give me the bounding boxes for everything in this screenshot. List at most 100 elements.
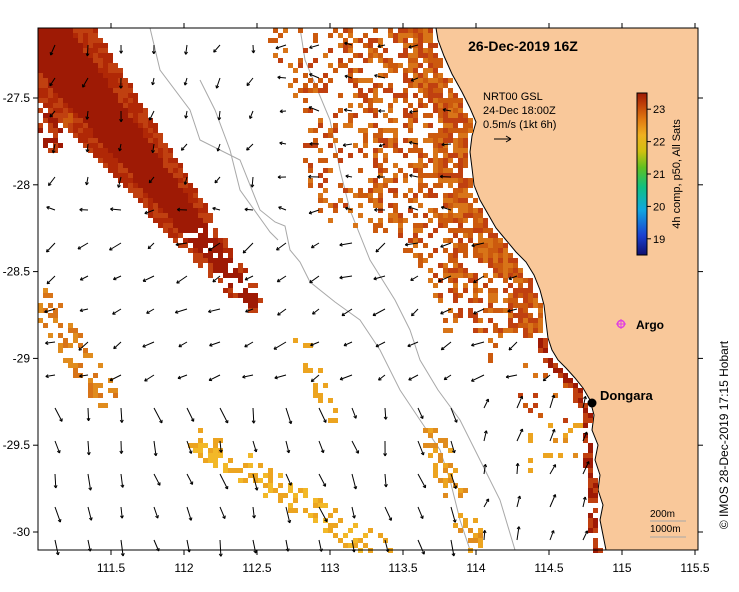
sst-pixel [278, 473, 283, 478]
sst-pixel [448, 183, 453, 188]
sst-pixel [353, 38, 358, 43]
sst-pixel [323, 188, 328, 193]
sst-pixel [203, 228, 208, 233]
sst-pixel [103, 58, 108, 63]
sst-pixel [488, 308, 493, 313]
sst-pixel [343, 123, 348, 128]
sst-pixel [93, 53, 98, 58]
current-arrow [279, 141, 287, 146]
sst-pixel [538, 303, 543, 308]
y-tick-label: -27.5 [3, 91, 31, 105]
sst-pixel [118, 123, 123, 128]
sst-pixel [153, 178, 158, 183]
current-arrow [343, 341, 353, 347]
sst-pixel [138, 148, 143, 153]
sst-pixel [508, 258, 513, 263]
sst-pixel [498, 333, 503, 338]
sst-pixel [48, 93, 53, 98]
sst-pixel [443, 98, 448, 103]
current-arrow [505, 374, 518, 379]
sst-pixel [473, 218, 478, 223]
sst-pixel [123, 158, 128, 163]
sst-pixel [83, 33, 88, 38]
sst-pixel [538, 323, 543, 328]
sst-pixel [163, 193, 168, 198]
sst-pixel [443, 78, 448, 83]
sst-pixel [593, 508, 598, 513]
sst-pixel [123, 148, 128, 153]
sst-pixel [123, 133, 128, 138]
sst-pixel [138, 138, 143, 143]
sst-pixel [83, 123, 88, 128]
sst-pixel [423, 93, 428, 98]
current-arrow [212, 275, 221, 283]
sst-pixel [73, 98, 78, 103]
current-arrow [87, 506, 93, 521]
sst-pixel [413, 233, 418, 238]
sst-pixel [128, 108, 133, 113]
current-arrow [242, 374, 254, 379]
sst-pixel [378, 148, 383, 153]
sst-pixel [448, 208, 453, 213]
sst-pixel [528, 293, 533, 298]
sst-pixel [373, 188, 378, 193]
sst-pixel [448, 253, 453, 258]
sst-pixel [383, 113, 388, 118]
sst-pixel [398, 53, 403, 58]
current-arrow [441, 142, 452, 147]
sst-pixel [73, 58, 78, 63]
sst-pixel [418, 63, 423, 68]
sst-pixel [138, 143, 143, 148]
sst-pixel [193, 253, 198, 258]
sst-pixel [423, 78, 428, 83]
sst-pixel [83, 143, 88, 148]
sst-pixel [228, 288, 233, 293]
sst-pixel [113, 113, 118, 118]
sst-pixel [428, 78, 433, 83]
current-arrow [112, 275, 122, 281]
sst-pixel [433, 293, 438, 298]
sst-pixel [88, 143, 93, 148]
sst-pixel [388, 188, 393, 193]
sst-pixel [473, 213, 478, 218]
sst-pixel [103, 43, 108, 48]
sst-pixel [218, 258, 223, 263]
sst-pixel [173, 238, 178, 243]
sst-pixel [138, 103, 143, 108]
sst-pixel [523, 298, 528, 303]
sst-pixel [108, 163, 113, 168]
sst-pixel [198, 258, 203, 263]
sst-pixel [363, 533, 368, 538]
sst-pixel [353, 78, 358, 83]
sst-pixel [533, 303, 538, 308]
sst-pixel [453, 198, 458, 203]
sst-pixel [168, 193, 173, 198]
sst-pixel [438, 213, 443, 218]
sst-pixel [63, 38, 68, 43]
sst-pixel [143, 128, 148, 133]
sst-pixel [73, 83, 78, 88]
current-arrow [404, 242, 419, 247]
current-arrow [216, 143, 221, 152]
sst-pixel [53, 308, 58, 313]
sst-pixel [343, 28, 348, 33]
sst-pixel [53, 108, 58, 113]
sst-pixel [428, 58, 433, 63]
sst-pixel [88, 128, 93, 133]
sst-pixel [353, 223, 358, 228]
current-arrow [483, 463, 488, 475]
sst-pixel [113, 68, 118, 73]
sst-pixel [128, 93, 133, 98]
sst-pixel [398, 168, 403, 173]
sst-pixel [83, 48, 88, 53]
sst-pixel [53, 28, 58, 33]
sst-pixel [473, 208, 478, 213]
sst-pixel [78, 128, 83, 133]
sst-pixel [368, 58, 373, 63]
sst-pixel [183, 213, 188, 218]
sst-pixel [118, 133, 123, 138]
current-arrow [186, 407, 195, 422]
sst-pixel [288, 483, 293, 488]
sst-pixel [413, 48, 418, 53]
current-arrow [408, 205, 419, 211]
